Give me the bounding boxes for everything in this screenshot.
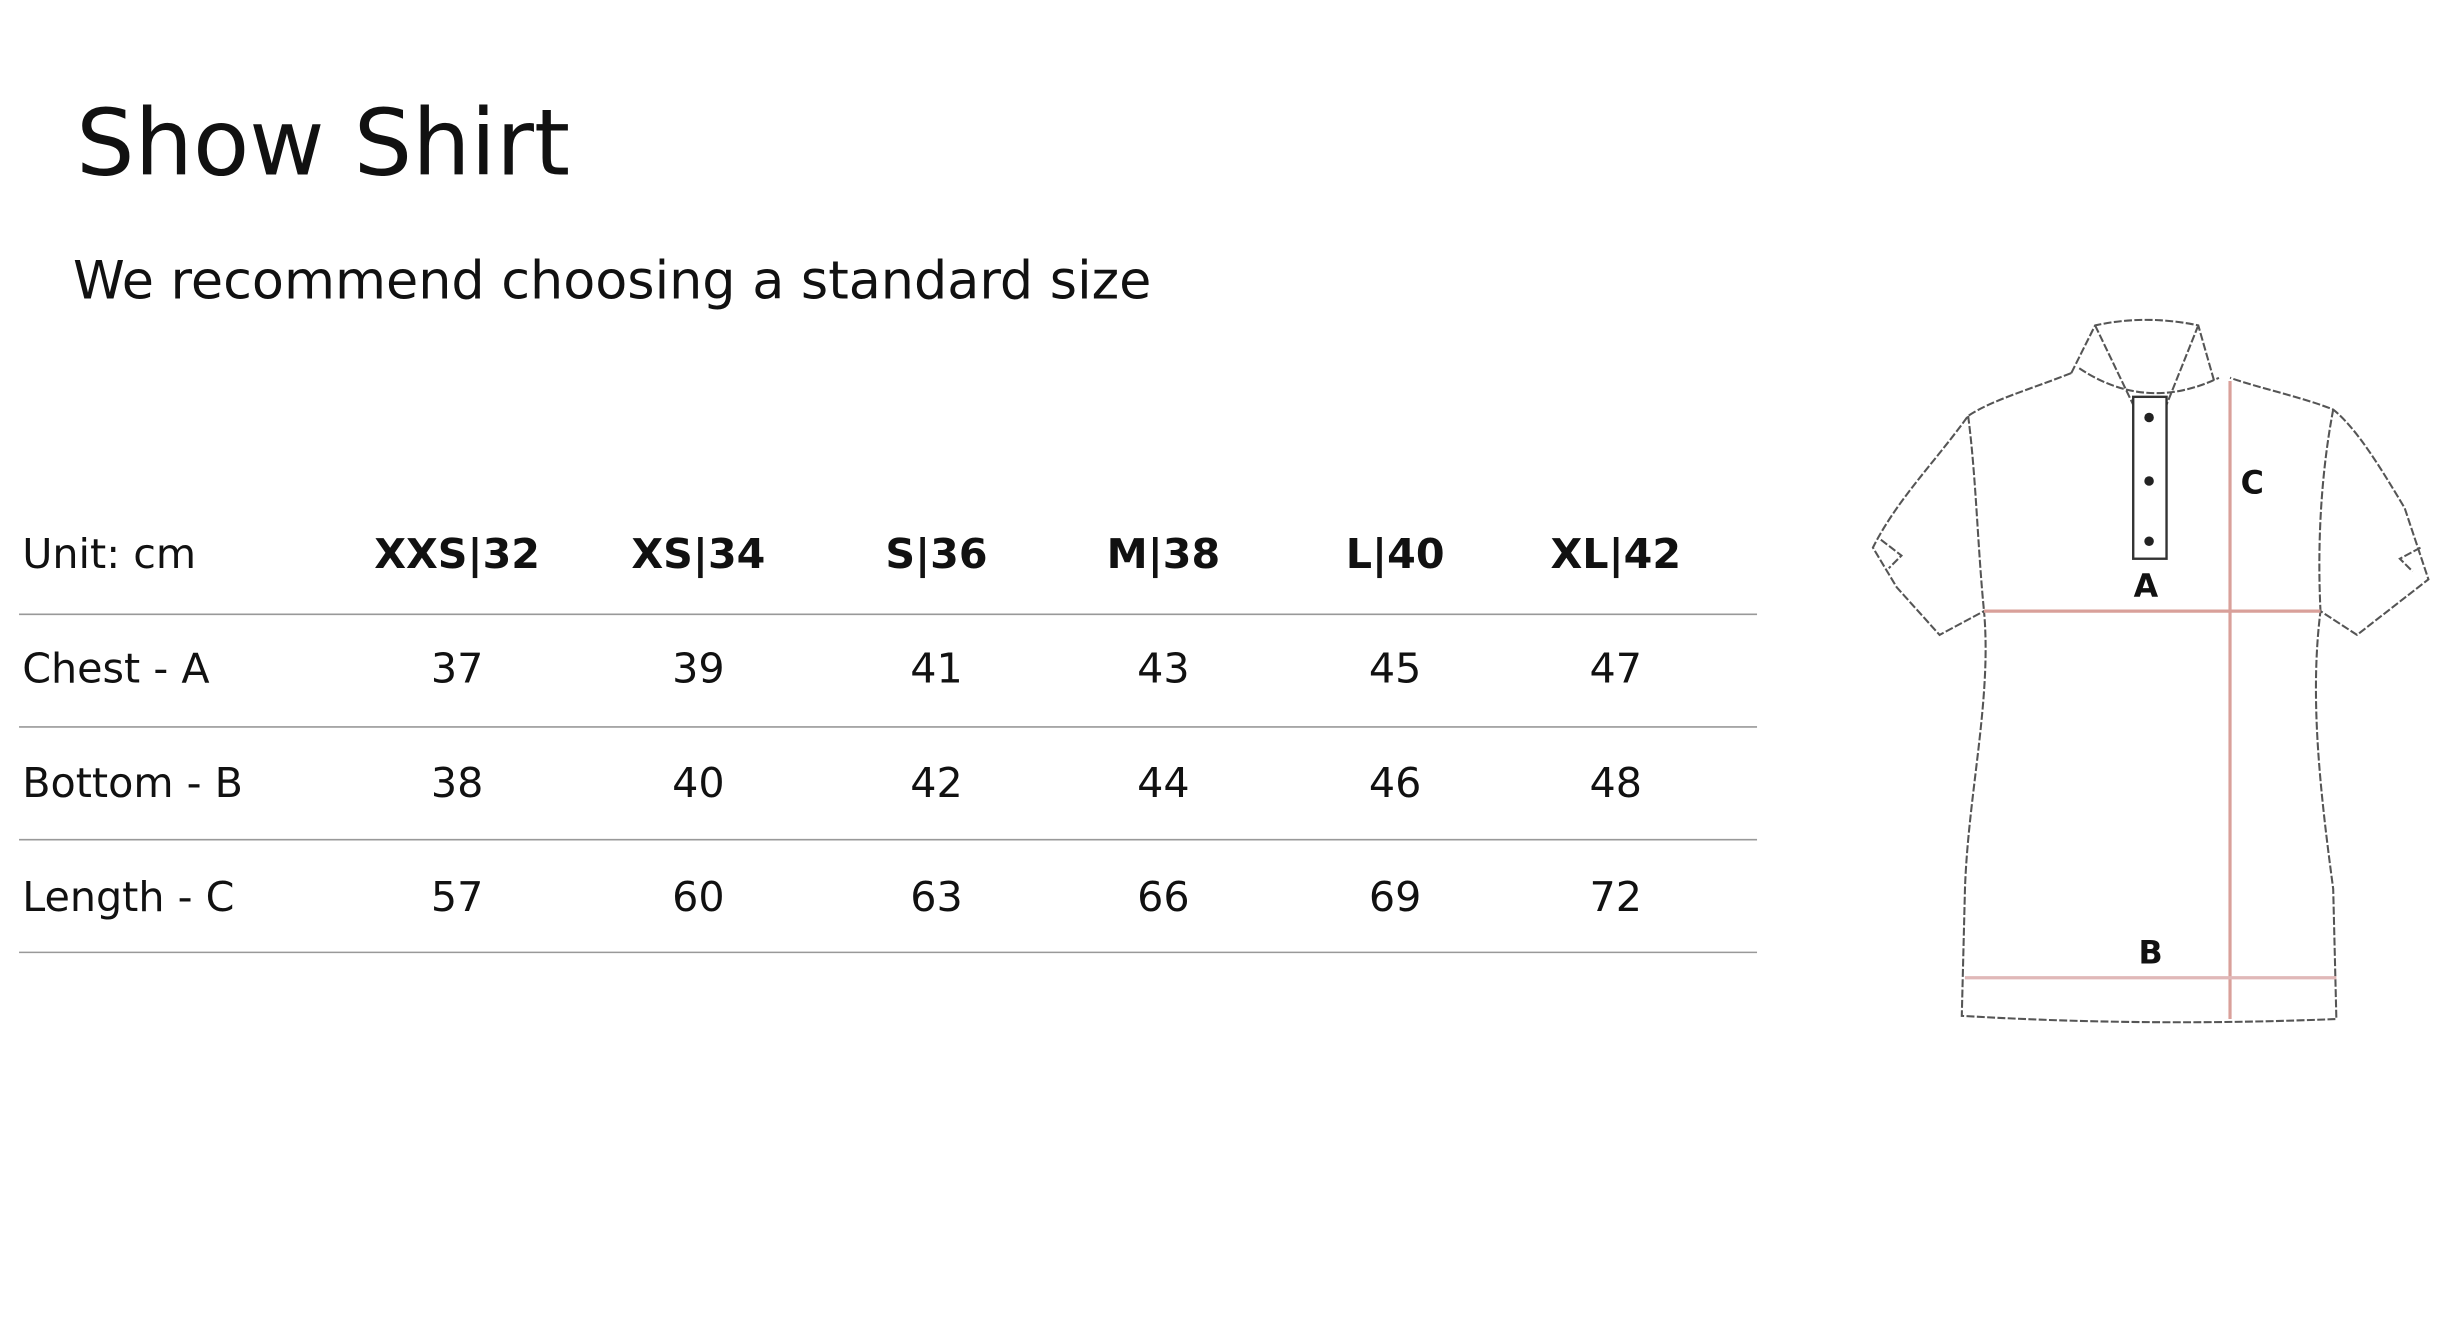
cell-value: 45 — [1369, 645, 1422, 693]
cell-value: 48 — [1590, 759, 1643, 807]
size-table: Unit: cm XXS|32 XS|34 S|36 M|38 L|40 XL|42 Ches… — [19, 530, 1758, 954]
column-header: S|36 — [885, 530, 987, 579]
title: Show Shirt — [76, 90, 570, 197]
button — [2144, 476, 2154, 486]
cell-value: 66 — [1137, 873, 1190, 921]
cell-value: 37 — [431, 645, 483, 693]
diagram-label: C — [2241, 466, 2264, 502]
column-header: M|38 — [1107, 530, 1221, 579]
collar — [2070, 318, 2220, 406]
placket — [2132, 395, 2168, 560]
cell-value: 39 — [672, 645, 724, 693]
cell-value: 72 — [1590, 873, 1643, 921]
column-header: XL|42 — [1550, 530, 1681, 579]
cell-value: 38 — [431, 759, 483, 807]
row-label: Chest - A — [22, 645, 209, 693]
cell-value: 63 — [910, 873, 962, 921]
diagram-label: B — [2139, 935, 2163, 971]
cell-value: 43 — [1137, 645, 1190, 693]
column-header: XXS|32 — [374, 530, 540, 579]
row-label: Length - C — [22, 873, 234, 921]
button — [2144, 536, 2154, 547]
cell-value: 46 — [1369, 759, 1422, 807]
subtitle: We recommend choosing a standard size — [73, 250, 1151, 311]
shirt-diagram: A B C — [1871, 318, 2430, 1024]
cell-value: 40 — [672, 759, 724, 807]
column-header: XS|34 — [631, 530, 765, 579]
column-header: L|40 — [1346, 530, 1445, 579]
diagram-label: A — [2134, 569, 2159, 605]
button — [2144, 412, 2154, 423]
cell-value: 42 — [910, 759, 962, 807]
cell-value: 57 — [431, 873, 483, 921]
cell-value: 41 — [910, 645, 962, 693]
cell-value: 60 — [672, 873, 724, 921]
sleeve-cuff — [1880, 538, 2421, 573]
cell-value: 69 — [1369, 873, 1422, 921]
cell-value: 44 — [1137, 759, 1190, 807]
row-label: Bottom - B — [22, 759, 243, 807]
unit-label: Unit: cm — [22, 530, 196, 578]
armhole — [1967, 409, 2335, 612]
cell-value: 47 — [1590, 645, 1643, 693]
shirt-outline — [1871, 372, 2430, 1024]
